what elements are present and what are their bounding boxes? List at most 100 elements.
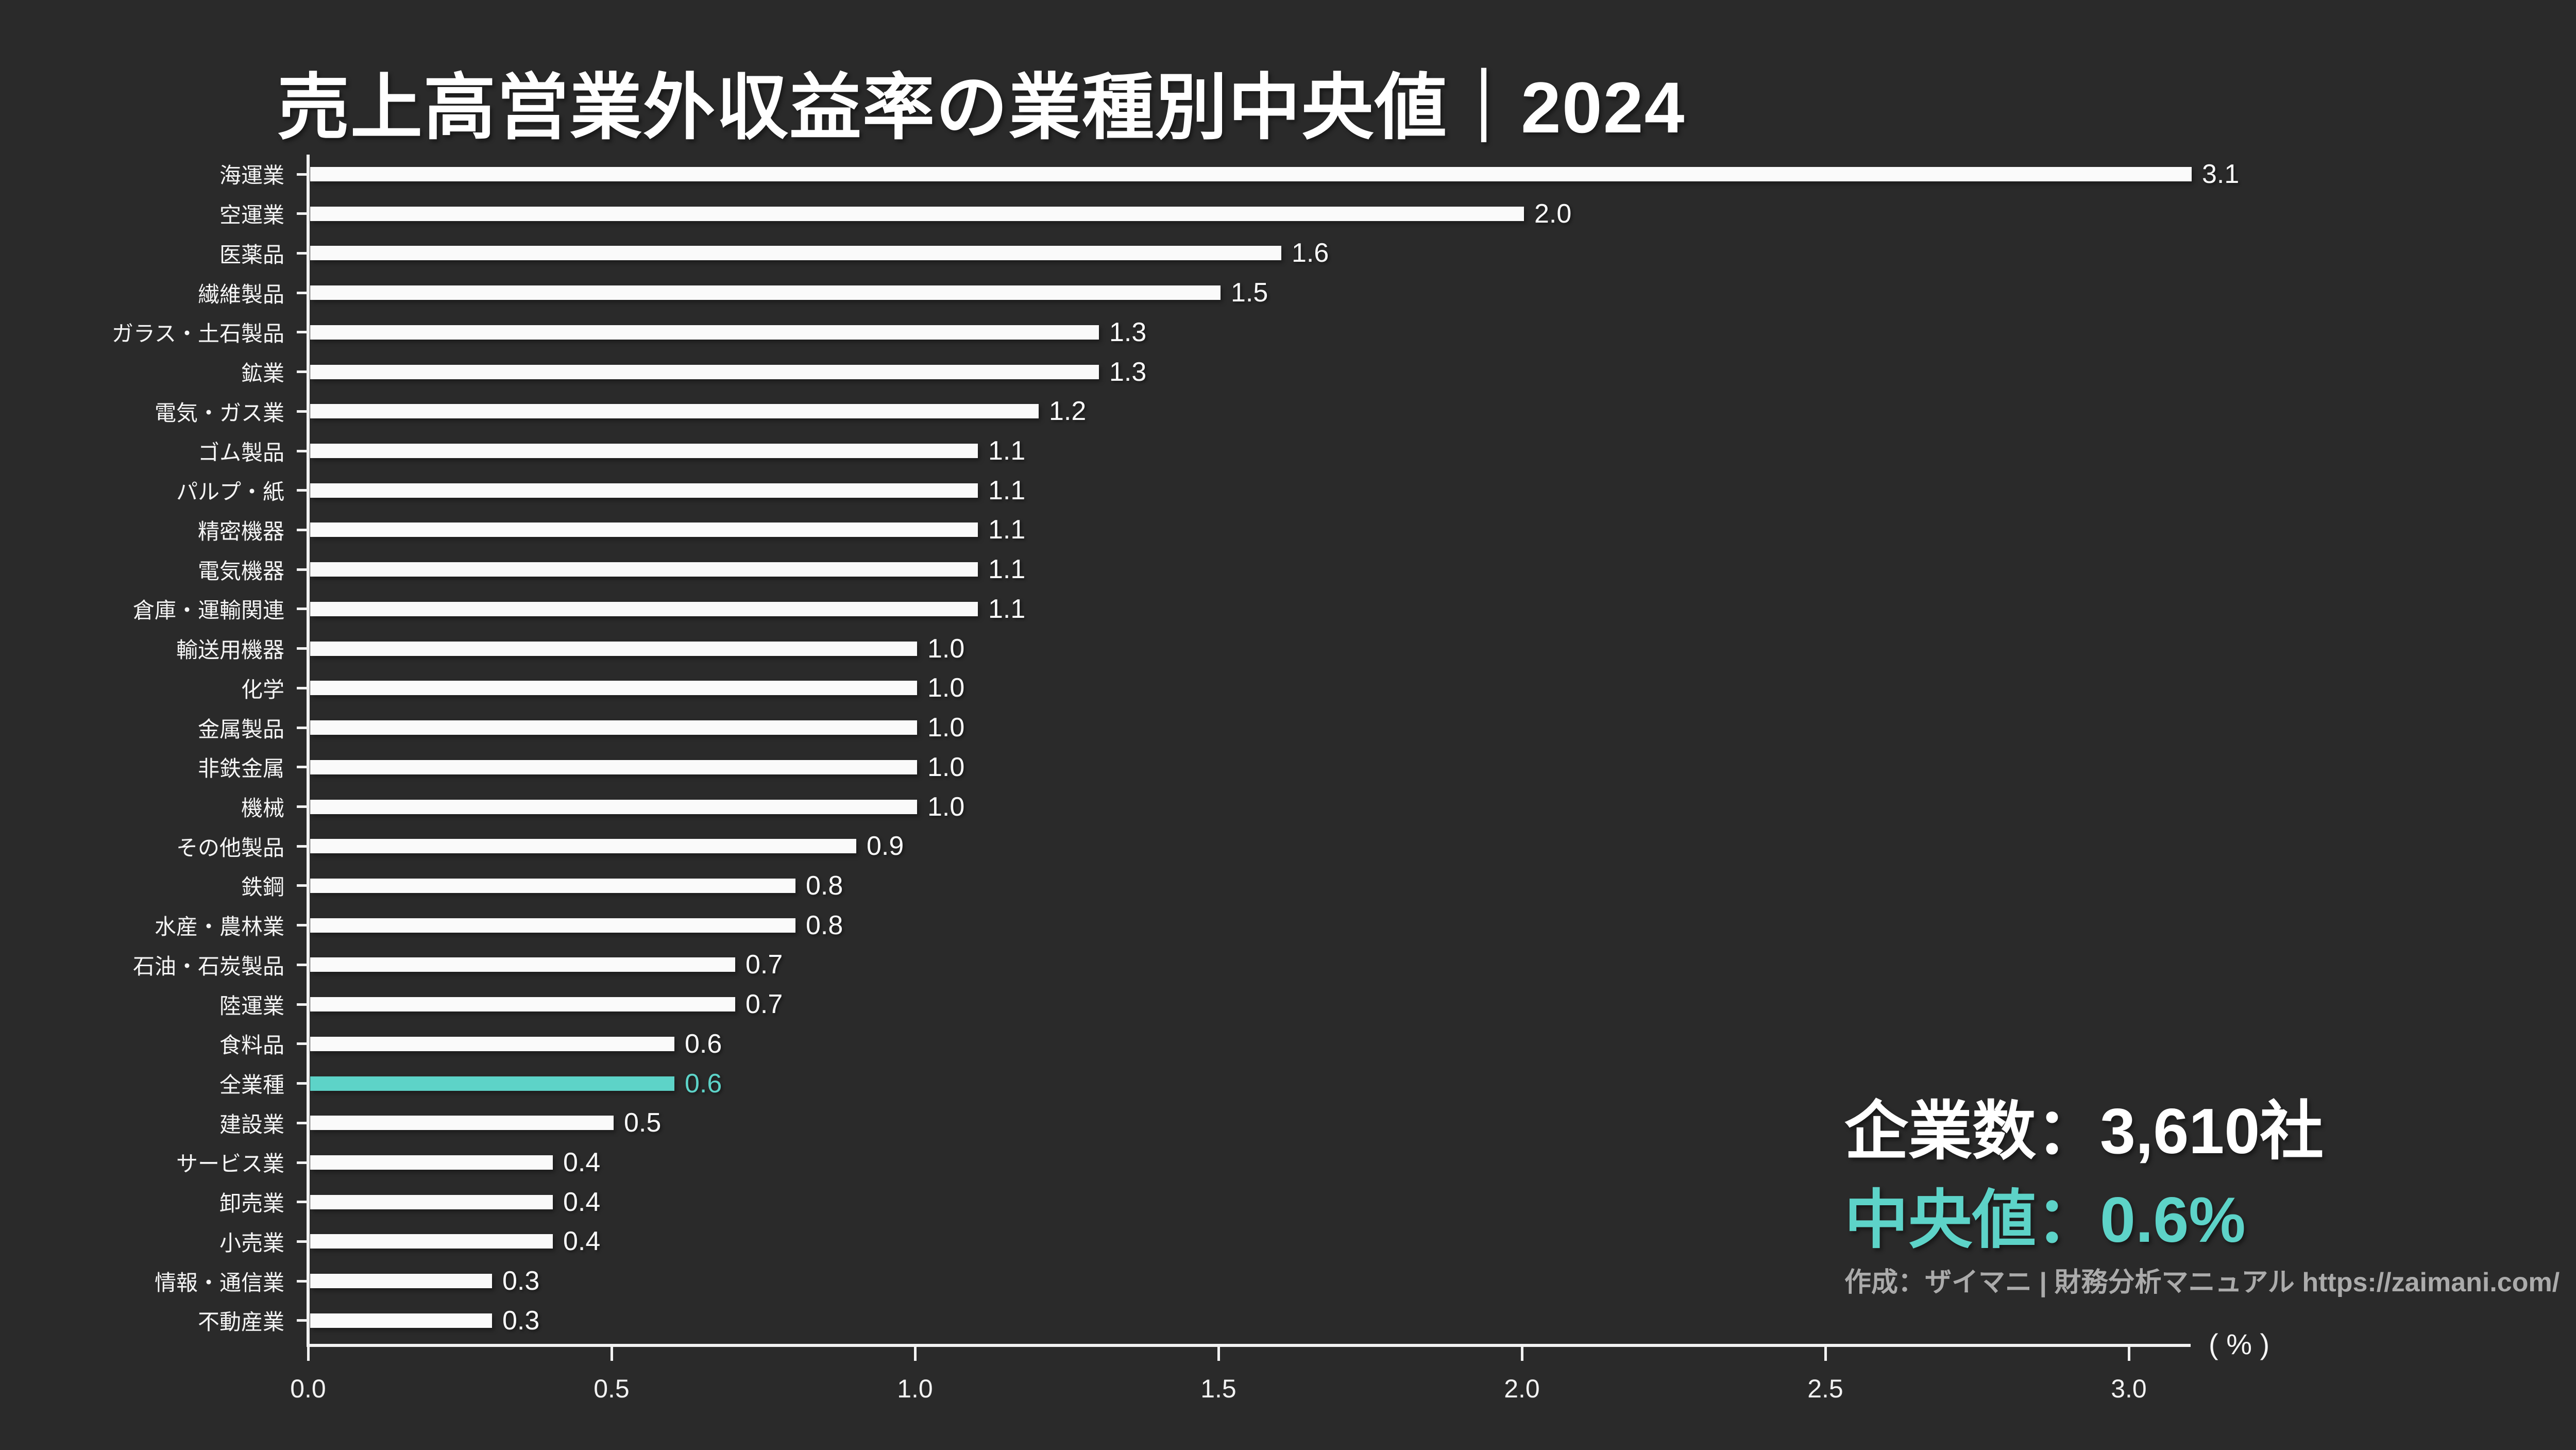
value-label: 1.3 xyxy=(1109,357,1147,387)
bar xyxy=(310,601,978,616)
y-axis-tick xyxy=(297,1240,308,1243)
category-label: 小売業 xyxy=(219,1230,284,1255)
x-axis-tick-label: 1.0 xyxy=(897,1374,933,1403)
value-label: 0.8 xyxy=(806,870,843,901)
x-axis-tick-label: 1.5 xyxy=(1200,1374,1236,1403)
x-axis-tick xyxy=(2127,1346,2130,1361)
bar xyxy=(310,1194,553,1209)
bar xyxy=(310,1036,674,1051)
median-value: 中央値：0.6% xyxy=(1844,1185,2246,1256)
bar xyxy=(310,167,2192,181)
y-axis-line xyxy=(307,155,310,1347)
category-label: 海運業 xyxy=(219,163,284,188)
y-axis-tick xyxy=(297,1042,308,1046)
y-axis-tick xyxy=(297,528,308,531)
credit-line: 作成：ザイマニ | 財務分析マニュアル https://zaimani.com/ xyxy=(1844,1268,2560,1297)
y-axis-tick xyxy=(297,370,308,374)
x-axis-tick xyxy=(1217,1346,1220,1361)
category-label: 全業種 xyxy=(219,1073,284,1098)
x-axis-tick-label: 2.5 xyxy=(1807,1374,1843,1403)
x-axis-tick xyxy=(1824,1346,1827,1361)
value-label: 1.0 xyxy=(927,673,965,703)
y-axis-tick xyxy=(297,924,308,927)
value-label: 0.7 xyxy=(745,989,783,1020)
category-label: 繊維製品 xyxy=(197,282,284,307)
y-axis-tick xyxy=(297,410,308,413)
bar xyxy=(310,878,795,893)
value-label: 0.9 xyxy=(867,831,904,862)
category-label: 不動産業 xyxy=(197,1310,284,1335)
value-label: 1.1 xyxy=(988,554,1026,585)
value-label: 0.4 xyxy=(563,1147,601,1177)
bar xyxy=(310,285,1221,300)
category-label: 建設業 xyxy=(219,1112,284,1137)
value-label: 0.3 xyxy=(502,1305,540,1336)
bar xyxy=(310,1234,553,1249)
category-label: 非鉄金属 xyxy=(197,756,284,781)
category-label: ゴム製品 xyxy=(197,440,284,465)
bar xyxy=(310,1155,553,1170)
x-axis-unit-label: ( % ) xyxy=(2209,1328,2270,1360)
bar xyxy=(310,681,917,696)
value-label: 1.6 xyxy=(1292,238,1329,268)
category-label: 医薬品 xyxy=(219,242,284,267)
category-label: サービス業 xyxy=(176,1152,284,1176)
bar xyxy=(310,246,1281,261)
x-axis-line xyxy=(307,1344,2191,1347)
bar xyxy=(310,1274,492,1289)
bar xyxy=(310,1313,492,1328)
y-axis-tick xyxy=(297,1201,308,1204)
category-label: 機械 xyxy=(241,796,284,821)
y-axis-tick xyxy=(297,1279,308,1283)
bar xyxy=(310,720,917,735)
y-axis-tick xyxy=(297,251,308,255)
bar xyxy=(310,1116,614,1131)
value-label: 0.3 xyxy=(502,1266,540,1296)
y-axis-tick xyxy=(297,647,308,650)
category-label: 輸送用機器 xyxy=(176,638,284,663)
y-axis-tick xyxy=(297,173,308,176)
chart-title: 売上高営業外収益率の業種別中央値｜2024 xyxy=(277,67,1686,148)
bar xyxy=(310,997,735,1012)
x-axis-tick-label: 3.0 xyxy=(2111,1374,2147,1403)
category-label: 倉庫・運輸関連 xyxy=(132,598,284,623)
y-axis-tick xyxy=(297,331,308,334)
value-label: 0.7 xyxy=(745,950,783,980)
value-label: 1.0 xyxy=(927,791,965,822)
value-label: 2.0 xyxy=(1534,198,1572,229)
value-label: 1.2 xyxy=(1049,396,1087,427)
y-axis-tick xyxy=(297,845,308,848)
bar xyxy=(310,325,1099,340)
value-label: 1.3 xyxy=(1109,317,1147,347)
companies-count: 企業数：3,610社 xyxy=(1844,1096,2324,1167)
bar xyxy=(310,206,1524,221)
bar xyxy=(310,404,1039,419)
y-axis-tick xyxy=(297,291,308,294)
x-axis-tick-label: 0.0 xyxy=(290,1374,326,1403)
category-label: 石油・石炭製品 xyxy=(132,954,284,979)
bar xyxy=(310,444,978,459)
x-axis-tick-label: 0.5 xyxy=(594,1374,630,1403)
x-axis-tick xyxy=(307,1346,310,1361)
category-label: ガラス・土石製品 xyxy=(111,322,284,346)
y-axis-tick xyxy=(297,489,308,492)
bar xyxy=(310,641,917,656)
value-label: 0.4 xyxy=(563,1187,601,1217)
value-label: 0.8 xyxy=(806,910,843,940)
value-label: 1.1 xyxy=(988,515,1026,545)
category-label: 電気機器 xyxy=(197,559,284,583)
y-axis-tick xyxy=(297,1161,308,1164)
value-label: 1.0 xyxy=(927,713,965,743)
category-label: その他製品 xyxy=(176,835,284,860)
bar xyxy=(310,483,978,498)
y-axis-tick xyxy=(297,1082,308,1085)
x-axis-tick xyxy=(1520,1346,1523,1361)
y-axis-tick xyxy=(297,726,308,729)
y-axis-tick xyxy=(297,212,308,215)
category-label: 情報・通信業 xyxy=(154,1270,284,1295)
y-axis-tick xyxy=(297,1319,308,1322)
category-label: 水産・農林業 xyxy=(154,915,284,939)
category-label: 化学 xyxy=(241,677,284,702)
y-axis-tick xyxy=(297,766,308,769)
